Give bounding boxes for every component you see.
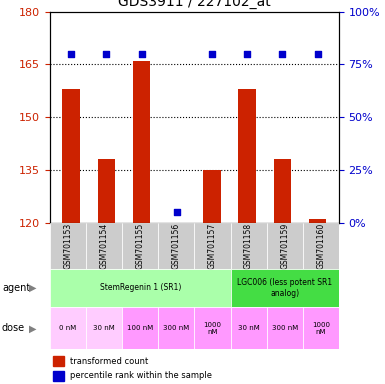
FancyBboxPatch shape: [194, 307, 231, 349]
Text: LGC006 (less potent SR1
analog): LGC006 (less potent SR1 analog): [237, 278, 332, 298]
FancyBboxPatch shape: [86, 223, 122, 269]
Bar: [274, 159, 291, 223]
Point: [209, 51, 215, 57]
Text: GSM701154: GSM701154: [100, 223, 109, 269]
Point: [280, 51, 286, 57]
Text: 30 nM: 30 nM: [93, 325, 115, 331]
Text: GSM701159: GSM701159: [280, 223, 289, 269]
FancyBboxPatch shape: [194, 223, 231, 269]
Text: GSM701157: GSM701157: [208, 223, 217, 269]
FancyBboxPatch shape: [231, 223, 266, 269]
Text: percentile rank within the sample: percentile rank within the sample: [70, 371, 212, 380]
Point: [68, 51, 74, 57]
FancyBboxPatch shape: [86, 307, 122, 349]
Bar: [133, 61, 151, 223]
Text: GSM701156: GSM701156: [172, 223, 181, 269]
FancyBboxPatch shape: [50, 269, 231, 307]
Bar: [203, 170, 221, 223]
Bar: [53, 356, 65, 366]
Point: [139, 51, 145, 57]
Point: [315, 51, 321, 57]
Text: 0 nM: 0 nM: [59, 325, 77, 331]
FancyBboxPatch shape: [266, 223, 303, 269]
Point: [103, 51, 109, 57]
FancyBboxPatch shape: [122, 223, 158, 269]
Text: 300 nM: 300 nM: [271, 325, 298, 331]
Text: ▶: ▶: [29, 323, 36, 333]
Text: ▶: ▶: [29, 283, 36, 293]
Text: GSM701153: GSM701153: [64, 223, 73, 269]
Bar: [309, 219, 326, 223]
Text: agent: agent: [2, 283, 30, 293]
FancyBboxPatch shape: [303, 223, 339, 269]
Text: 1000
nM: 1000 nM: [203, 322, 221, 335]
Text: 1000
nM: 1000 nM: [312, 322, 330, 335]
Text: 30 nM: 30 nM: [238, 325, 259, 331]
Text: GSM701155: GSM701155: [136, 223, 145, 269]
Point: [244, 51, 250, 57]
Text: GSM701160: GSM701160: [316, 223, 325, 269]
Bar: [97, 159, 115, 223]
FancyBboxPatch shape: [231, 269, 339, 307]
Text: 300 nM: 300 nM: [163, 325, 189, 331]
FancyBboxPatch shape: [158, 223, 194, 269]
Text: 100 nM: 100 nM: [127, 325, 153, 331]
Text: StemRegenin 1 (SR1): StemRegenin 1 (SR1): [100, 283, 181, 293]
Bar: [238, 89, 256, 223]
Point: [174, 209, 180, 215]
FancyBboxPatch shape: [303, 307, 339, 349]
FancyBboxPatch shape: [266, 307, 303, 349]
Bar: [62, 89, 80, 223]
FancyBboxPatch shape: [122, 307, 158, 349]
FancyBboxPatch shape: [231, 307, 266, 349]
Text: GSM701158: GSM701158: [244, 223, 253, 269]
Title: GDS3911 / 227102_at: GDS3911 / 227102_at: [118, 0, 271, 9]
Text: dose: dose: [2, 323, 25, 333]
Bar: [53, 371, 65, 381]
FancyBboxPatch shape: [158, 307, 194, 349]
FancyBboxPatch shape: [50, 223, 86, 269]
Text: transformed count: transformed count: [70, 357, 149, 366]
FancyBboxPatch shape: [50, 307, 86, 349]
